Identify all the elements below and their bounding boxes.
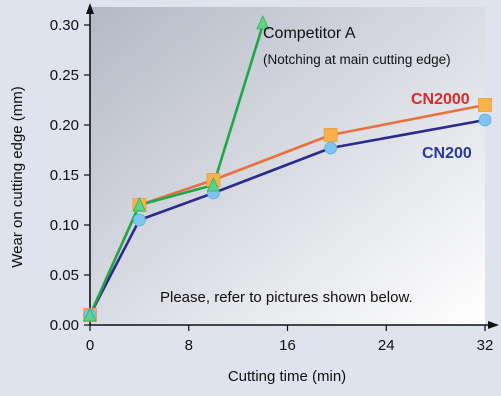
competitor-a-point xyxy=(132,197,147,212)
x-tick-label: 16 xyxy=(279,337,296,354)
cn200-point xyxy=(478,113,492,127)
y-tick-label: 0.10 xyxy=(50,217,79,234)
y-tick-label: 0.00 xyxy=(50,317,79,334)
competitor-a-label: Competitor A xyxy=(263,25,356,42)
y-tick-label: 0.15 xyxy=(50,167,79,184)
reference-note: Please, refer to pictures shown below. xyxy=(160,289,413,306)
y-tick-label: 0.20 xyxy=(50,117,79,134)
cn2000-label: CN2000 xyxy=(411,91,470,108)
competitor-a-series-line xyxy=(88,24,265,316)
x-axis-arrow xyxy=(488,321,499,329)
competitor-a-point xyxy=(256,15,270,30)
competitor-a-point xyxy=(206,177,221,192)
cn2000-point xyxy=(323,128,338,142)
y-axis-arrow xyxy=(86,3,94,14)
y-tick-label: 0.30 xyxy=(50,17,79,34)
x-tick-label: 8 xyxy=(185,337,193,354)
y-axis-title: Wear on cutting edge (mm) xyxy=(9,86,26,267)
x-axis-title: Cutting time (min) xyxy=(228,368,346,385)
x-tick-label: 24 xyxy=(378,337,395,354)
cn200-point xyxy=(324,141,338,155)
x-tick-label: 32 xyxy=(477,337,494,354)
x-tick-label: 0 xyxy=(86,337,94,354)
cn200-label: CN200 xyxy=(422,145,472,162)
competitor-a-note: (Notching at main cutting edge) xyxy=(263,52,451,67)
cn200-point xyxy=(132,213,146,227)
y-tick-label: 0.05 xyxy=(50,267,79,284)
y-tick-label: 0.25 xyxy=(50,67,79,84)
competitor-a-point xyxy=(83,307,97,322)
plot-area xyxy=(90,7,485,325)
cn2000-point xyxy=(478,98,492,112)
